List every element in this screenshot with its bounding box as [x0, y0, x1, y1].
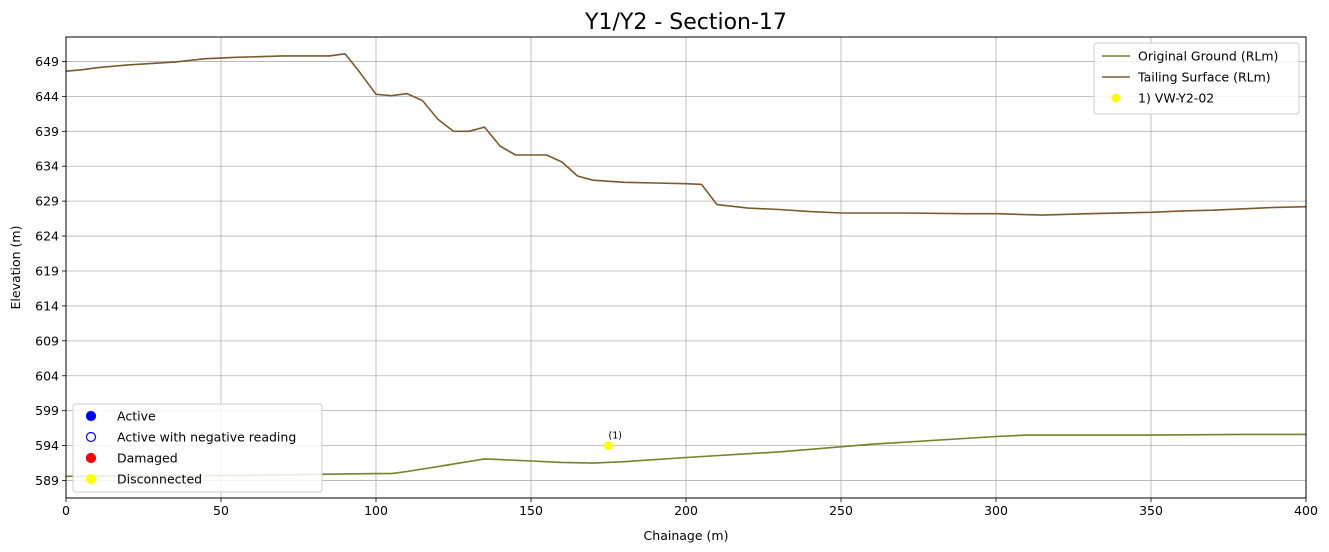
y-tick-label: 634	[35, 159, 59, 174]
series-line-1	[65, 52, 1307, 216]
legend-status-frame	[72, 403, 323, 493]
legend-series-frame	[1093, 42, 1300, 115]
y-tick-label: 619	[35, 263, 59, 278]
chart-title: Y1/Y2 - Section-17	[584, 10, 787, 35]
x-tick-label: 250	[829, 503, 853, 518]
y-axis-ticks: 589 594 599 604 609 614 619 624 629 634 639 644 649	[35, 54, 66, 488]
x-axis-label: Chainage (m)	[644, 528, 729, 543]
x-tick-label: 100	[364, 503, 388, 518]
status-label: Active with negative reading	[117, 430, 296, 445]
status-label: Damaged	[117, 451, 178, 466]
y-tick-label: 649	[35, 54, 59, 69]
legend-swatch	[1111, 93, 1121, 103]
x-tick-label: 150	[519, 503, 543, 518]
y-tick-label: 604	[35, 368, 59, 383]
status-swatch	[85, 473, 97, 485]
x-tick-label: 50	[213, 503, 229, 518]
y-tick-label: 644	[35, 89, 59, 104]
legend-label: 1) VW-Y2-02	[1138, 91, 1214, 106]
series-layer	[65, 52, 1307, 478]
status-label: Disconnected	[117, 472, 202, 487]
x-tick-label: 200	[674, 503, 698, 518]
x-tick-label: 400	[1294, 503, 1318, 518]
y-tick-label: 614	[35, 298, 59, 313]
status-swatch	[85, 410, 97, 422]
y-tick-label: 609	[35, 333, 59, 348]
x-tick-label: 350	[1139, 503, 1163, 518]
y-tick-label: 594	[35, 438, 59, 453]
y-tick-label: 629	[35, 194, 59, 209]
status-swatch	[85, 452, 97, 464]
instrument-point-label: (1)	[609, 431, 622, 442]
y-tick-label: 589	[35, 473, 59, 488]
y-axis-label: Elevation (m)	[8, 226, 23, 310]
x-tick-label: 0	[62, 503, 70, 518]
legend-status: Active Active with negative reading Damage…	[72, 403, 323, 493]
legend-label: Tailing Surface (RLm)	[1137, 70, 1271, 85]
y-tick-label: 624	[35, 229, 59, 244]
status-label: Active	[117, 409, 156, 424]
x-axis-ticks: 0 50 100 150 200 250 300 350 400	[62, 498, 1318, 518]
y-tick-label: 599	[35, 403, 59, 418]
series-line-0	[65, 433, 1306, 478]
legend-label: Original Ground (RLm)	[1138, 49, 1278, 64]
instrument-point	[604, 441, 613, 451]
y-tick-label: 639	[35, 124, 59, 139]
points-layer: (1)	[604, 431, 622, 451]
status-swatch	[85, 431, 97, 443]
x-tick-label: 300	[984, 503, 1008, 518]
legend-series: Original Ground (RLm) Tailing Surface (RL…	[1093, 42, 1300, 115]
